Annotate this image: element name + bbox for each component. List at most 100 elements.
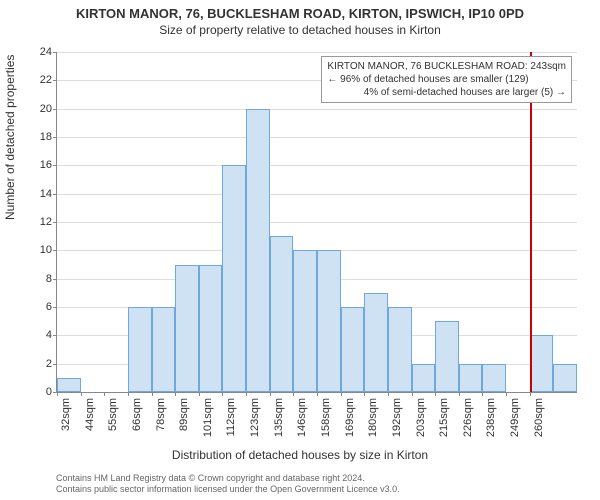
xtick-label: 238sqm [485, 398, 497, 437]
xtick-mark [57, 392, 58, 396]
ytick-label: 6 [22, 301, 52, 313]
annotation-box: KIRTON MANOR, 76 BUCKLESHAM ROAD: 243sqm… [321, 56, 572, 103]
xtick-label: 192sqm [391, 398, 403, 437]
xtick-label: 32sqm [60, 398, 72, 431]
xtick-label: 112sqm [225, 398, 237, 436]
ytick-mark [53, 165, 57, 166]
ytick-mark [53, 194, 57, 195]
histogram-bar [222, 165, 246, 392]
ytick-mark [53, 307, 57, 308]
xtick-mark [199, 392, 200, 396]
histogram-bar [530, 335, 554, 392]
xtick-mark [81, 392, 82, 396]
x-axis-label: Distribution of detached houses by size … [0, 448, 600, 462]
ytick-mark [53, 80, 57, 81]
xtick-mark [175, 392, 176, 396]
histogram-bar [270, 236, 294, 392]
histogram-bar [57, 378, 81, 392]
histogram-bar [293, 250, 317, 392]
xtick-label: 55sqm [107, 398, 119, 431]
annotation-line2: ← 96% of detached houses are smaller (12… [327, 73, 566, 86]
ytick-mark [53, 335, 57, 336]
histogram-bar [175, 265, 199, 393]
chart-area: 32sqm44sqm55sqm66sqm78sqm89sqm101sqm112s… [56, 52, 576, 392]
xtick-mark [270, 392, 271, 396]
xtick-label: 146sqm [296, 398, 308, 437]
xtick-mark [388, 392, 389, 396]
xtick-label: 89sqm [178, 398, 190, 431]
histogram-bar [246, 109, 270, 392]
histogram-bar [435, 321, 459, 392]
xtick-label: 226sqm [462, 398, 474, 437]
ytick-label: 2 [22, 358, 52, 370]
xtick-label: 180sqm [367, 398, 379, 437]
grid-line [57, 109, 577, 110]
xtick-mark [435, 392, 436, 396]
ytick-label: 20 [22, 103, 52, 115]
annotation-line3: 4% of semi-detached houses are larger (5… [327, 86, 566, 99]
histogram-bar [459, 364, 483, 392]
footer-line2: Contains public sector information licen… [56, 484, 400, 496]
ytick-label: 0 [22, 386, 52, 398]
xtick-label: 78sqm [155, 398, 167, 431]
ytick-mark [53, 109, 57, 110]
xtick-label: 44sqm [84, 398, 96, 431]
xtick-label: 101sqm [202, 398, 214, 437]
xtick-label: 66sqm [131, 398, 143, 431]
ytick-label: 4 [22, 329, 52, 341]
chart-title: KIRTON MANOR, 76, BUCKLESHAM ROAD, KIRTO… [0, 0, 600, 21]
xtick-label: 260sqm [533, 398, 545, 437]
xtick-mark [482, 392, 483, 396]
histogram-bar [388, 307, 412, 392]
grid-line [57, 165, 577, 166]
ytick-mark [53, 137, 57, 138]
ytick-label: 12 [22, 216, 52, 228]
chart-subtitle: Size of property relative to detached ho… [0, 21, 600, 37]
xtick-mark [152, 392, 153, 396]
histogram-bar [482, 364, 506, 392]
xtick-mark [364, 392, 365, 396]
xtick-mark [412, 392, 413, 396]
xtick-mark [104, 392, 105, 396]
xtick-label: 203sqm [415, 398, 427, 437]
xtick-label: 215sqm [438, 398, 450, 437]
xtick-label: 123sqm [249, 398, 261, 437]
grid-line [57, 137, 577, 138]
ytick-mark [53, 222, 57, 223]
xtick-mark [293, 392, 294, 396]
xtick-label: 135sqm [273, 398, 285, 437]
ytick-mark [53, 52, 57, 53]
plot-region: 32sqm44sqm55sqm66sqm78sqm89sqm101sqm112s… [56, 52, 577, 393]
marker-line [530, 52, 532, 392]
ytick-label: 14 [22, 188, 52, 200]
xtick-mark [506, 392, 507, 396]
xtick-mark [246, 392, 247, 396]
histogram-bar [128, 307, 152, 392]
xtick-mark [222, 392, 223, 396]
y-axis-label: Number of detached properties [3, 55, 17, 220]
ytick-label: 22 [22, 74, 52, 86]
xtick-mark [341, 392, 342, 396]
ytick-mark [53, 364, 57, 365]
annotation-line1: KIRTON MANOR, 76 BUCKLESHAM ROAD: 243sqm [327, 60, 566, 73]
xtick-mark [530, 392, 531, 396]
xtick-label: 169sqm [344, 398, 356, 437]
ytick-label: 16 [22, 159, 52, 171]
ytick-label: 8 [22, 273, 52, 285]
grid-line [57, 194, 577, 195]
footer: Contains HM Land Registry data © Crown c… [56, 473, 400, 496]
histogram-bar [317, 250, 341, 392]
xtick-mark [317, 392, 318, 396]
histogram-bar [364, 293, 388, 392]
xtick-label: 249sqm [509, 398, 521, 437]
xtick-mark [128, 392, 129, 396]
grid-line [57, 52, 577, 53]
ytick-mark [53, 279, 57, 280]
histogram-bar [199, 265, 223, 393]
footer-line1: Contains HM Land Registry data © Crown c… [56, 473, 400, 485]
xtick-mark [459, 392, 460, 396]
ytick-label: 18 [22, 131, 52, 143]
ytick-mark [53, 250, 57, 251]
grid-line [57, 222, 577, 223]
ytick-label: 24 [22, 46, 52, 58]
